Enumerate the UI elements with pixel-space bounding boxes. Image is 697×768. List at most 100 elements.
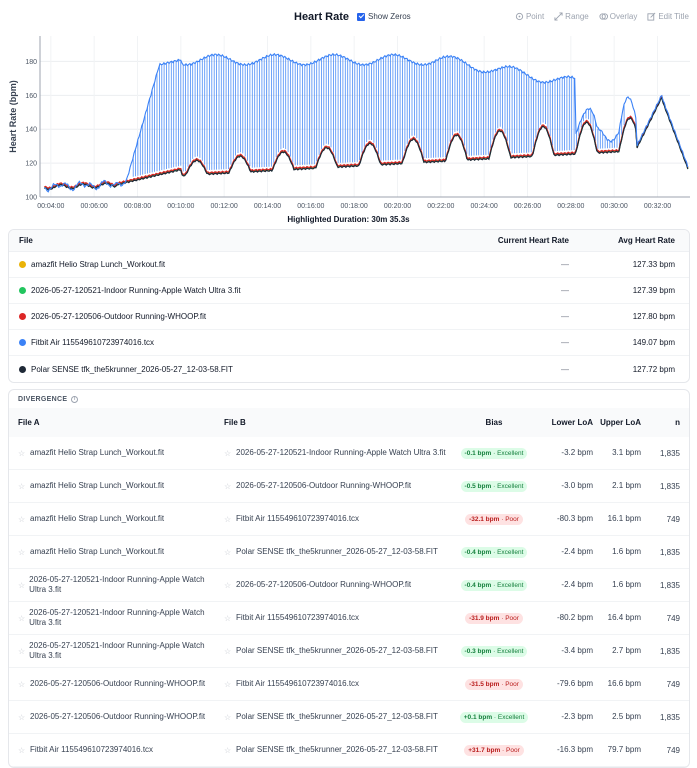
star-icon[interactable]: ☆ [224,547,232,557]
file-row[interactable]: 2026-05-27-120506-Outdoor Running-WHOOP.… [9,304,689,330]
file-b-cell: ☆ Polar SENSE tfk_the5krunner_2026-05-27_… [215,712,453,722]
divergence-row[interactable]: ☆ 2026-05-27-120521-Indoor Running-Apple … [9,569,689,602]
bias-cell: -0.1 bpm · Excellent [453,447,535,459]
file-b-name: Fitbit Air 115549610723974016.tcx [236,514,360,523]
bias-grade: Poor [505,515,519,523]
star-icon[interactable]: ☆ [18,646,26,656]
file-name: Fitbit Air 115549610723974016.tcx [31,338,155,347]
star-icon[interactable]: ☆ [18,547,26,557]
checkbox-checked-icon[interactable] [357,12,365,21]
upper-loa-value: 2.7 bpm [612,646,641,655]
file-row[interactable]: Polar SENSE tfk_the5krunner_2026-05-27_1… [9,356,689,382]
file-name-cell: Polar SENSE tfk_the5krunner_2026-05-27_1… [9,365,419,374]
file-b-cell: ☆ 2026-05-27-120521-Indoor Running-Apple … [215,448,453,458]
file-name: 2026-05-27-120506-Outdoor Running-WHOOP.… [31,312,207,321]
file-b-cell: ☆ Polar SENSE tfk_the5krunner_2026-05-27_… [215,646,453,656]
bias-grade-separator: · [491,449,498,457]
x-tick-label: 00:28:00 [557,203,584,210]
file-a-cell: ☆ 2026-05-27-120506-Outdoor Running-WHOOP… [9,679,215,689]
bias-value: -0.4 bpm [464,581,492,589]
lower-loa-value: -3.0 bpm [561,481,593,490]
file-a-cell: ☆ amazfit Helio Strap Lunch_Workout.fit [9,547,215,557]
info-icon[interactable]: i [71,395,79,403]
star-icon[interactable]: ☆ [18,580,26,590]
bias-grade-separator: · [491,647,498,655]
star-icon[interactable]: ☆ [18,514,26,524]
divergence-row[interactable]: ☆ amazfit Helio Strap Lunch_Workout.fit ☆ F… [9,503,689,536]
star-icon[interactable]: ☆ [18,745,26,755]
file-b-name: Fitbit Air 115549610723974016.tcx [236,679,360,688]
y-tick-label: 140 [25,127,37,134]
edit-title-button[interactable]: Edit Title [647,12,689,21]
bias-badge: +0.1 bpm · Excellent [459,711,529,723]
star-icon[interactable]: ☆ [224,646,232,656]
range-tool-button[interactable]: Range [554,12,589,21]
bias-cell: -0.4 bpm · Excellent [453,546,535,558]
upper-loa-value: 1.6 bpm [612,580,641,589]
bias-cell: -0.4 bpm · Excellent [453,579,535,591]
divergence-table: DIVERGENCE i File A File B Bias Lower Lo… [8,389,690,768]
star-icon[interactable]: ☆ [224,514,232,524]
chart-title: Heart Rate [294,11,350,23]
divergence-table-header: File A File B Bias Lower LoA Upper LoA n [9,408,689,437]
divergence-row[interactable]: ☆ Fitbit Air 115549610723974016.tcx ☆ Polar… [9,734,689,767]
star-icon[interactable]: ☆ [224,580,232,590]
divergence-row[interactable]: ☆ 2026-05-27-120506-Outdoor Running-WHOOP… [9,701,689,734]
current-hr-value: — [561,338,569,347]
x-tick-label: 00:32:00 [644,203,671,210]
divergence-row[interactable]: ☆ 2026-05-27-120521-Indoor Running-Apple … [9,602,689,635]
file-row[interactable]: amazfit Helio Strap Lunch_Workout.fit — 12… [9,252,689,278]
avg-hr-value: 127.33 bpm [632,260,675,269]
x-tick-label: 00:04:00 [37,203,64,210]
star-icon[interactable]: ☆ [18,613,26,623]
avg-hr-column-header: Avg Heart Rate [617,236,675,245]
overlay-tool-button[interactable]: Overlay [599,12,637,21]
lower-loa-value: -2.4 bpm [561,547,593,556]
bias-cell: -0.5 bpm · Excellent [453,480,535,492]
bias-column-header: Bias [485,418,503,427]
star-icon[interactable]: ☆ [18,712,26,722]
file-b-name: Polar SENSE tfk_the5krunner_2026-05-27_1… [236,646,438,655]
star-icon[interactable]: ☆ [18,448,26,458]
file-a-name: 2026-05-27-120521-Indoor Running-Apple W… [29,575,205,594]
show-zeros-label: Show Zeros [368,12,411,21]
star-icon[interactable]: ☆ [224,448,232,458]
lower-loa-value: -2.3 bpm [561,712,593,721]
file-b-name: Polar SENSE tfk_the5krunner_2026-05-27_1… [236,745,438,754]
star-icon[interactable]: ☆ [224,745,232,755]
point-tool-button[interactable]: Point [515,12,544,21]
file-row[interactable]: 2026-05-27-120521-Indoor Running-Apple W… [9,278,689,304]
star-icon[interactable]: ☆ [18,481,26,491]
file-a-name: 2026-05-27-120521-Indoor Running-Apple W… [29,608,205,627]
file-row[interactable]: Fitbit Air 115549610723974016.tcx — 149.07… [9,330,689,356]
divergence-row[interactable]: ☆ 2026-05-27-120521-Indoor Running-Apple … [9,635,689,668]
bias-badge: -0.1 bpm · Excellent [460,447,528,459]
y-tick-label: 120 [25,161,37,168]
file-name: Polar SENSE tfk_the5krunner_2026-05-27_1… [31,364,233,374]
chart-canvas[interactable]: 100 120 140 160 180 00:04:00 00:06:00 00:08:00 0… [0,32,697,217]
file-b-name: 2026-05-27-120521-Indoor Running-Apple W… [236,448,446,457]
star-icon[interactable]: ☆ [224,613,232,623]
x-tick-label: 00:10:00 [167,203,194,210]
y-axis-label: Heart Rate (bpm) [8,80,18,153]
bias-grade-separator: · [500,746,507,754]
file-column-header: File [19,236,33,245]
divergence-row[interactable]: ☆ amazfit Helio Strap Lunch_Workout.fit ☆ 2… [9,437,689,470]
divergence-row[interactable]: ☆ amazfit Helio Strap Lunch_Workout.fit ☆ 2… [9,470,689,503]
bias-cell: -31.5 bpm · Poor [453,678,535,690]
show-zeros-toggle[interactable]: Show Zeros [357,12,411,21]
divergence-row[interactable]: ☆ 2026-05-27-120506-Outdoor Running-WHOOP… [9,668,689,701]
star-icon[interactable]: ☆ [224,481,232,491]
star-icon[interactable]: ☆ [18,679,26,689]
divergence-row[interactable]: ☆ amazfit Helio Strap Lunch_Workout.fit ☆ P… [9,536,689,569]
star-icon[interactable]: ☆ [224,712,232,722]
series-color-dot-icon [19,287,26,294]
bias-cell: -31.9 bpm · Poor [453,612,535,624]
bias-grade-separator: · [491,581,498,589]
heart-rate-chart[interactable]: 100 120 140 160 180 00:04:00 00:06:00 00:08:00 0… [0,32,697,227]
point-tool-label: Point [525,12,545,21]
bias-badge: -31.5 bpm · Poor [465,678,523,690]
star-icon[interactable]: ☆ [224,679,232,689]
bias-grade: Poor [506,746,520,754]
overlay-icon [599,13,608,20]
